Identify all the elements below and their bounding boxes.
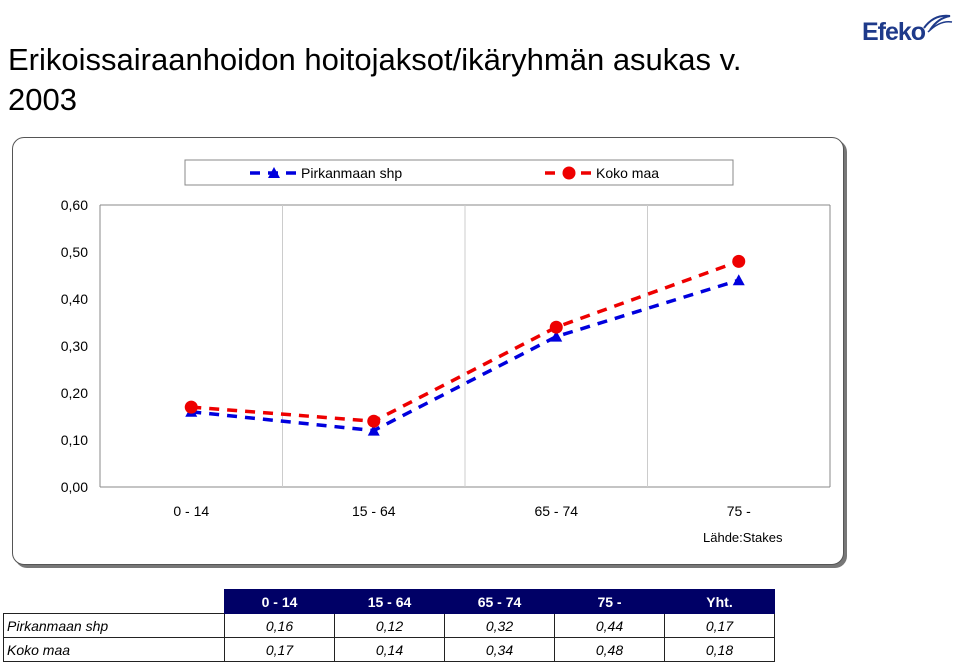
- data-point-circle: [549, 320, 563, 334]
- y-tick-label: 0,00: [61, 479, 88, 495]
- legend-label: Koko maa: [596, 165, 659, 181]
- chart-frame: [12, 137, 844, 565]
- page-title: Erikoissairaanhoidon hoitojaksot/ikäryhm…: [8, 42, 742, 117]
- chart-legend: Pirkanmaan shp Koko maa: [184, 159, 734, 186]
- data-point-circle: [184, 400, 198, 414]
- table-cell: 0,17: [224, 637, 335, 662]
- legend-marker-circle: [562, 166, 576, 180]
- data-point-circle: [367, 414, 381, 428]
- table-row-label: Koko maa: [3, 637, 225, 662]
- table-corner: [3, 589, 225, 614]
- y-tick-label: 0,40: [61, 291, 88, 307]
- data-table: 0 - 14 15 - 64 65 - 74 75 - Yht. Pirkanm…: [3, 589, 775, 662]
- series-line: [191, 259, 740, 423]
- table-cell: 0,14: [334, 637, 445, 662]
- y-tick-label: 0,60: [61, 197, 88, 213]
- table-cell: 0,18: [664, 637, 775, 662]
- table-row: Koko maa 0,17 0,14 0,34 0,48 0,18: [3, 637, 775, 662]
- x-tick-label: 75 -: [727, 503, 751, 519]
- table-cell: 0,16: [224, 613, 335, 638]
- x-tick-label: 65 - 74: [534, 503, 578, 519]
- y-tick-label: 0,50: [61, 244, 88, 260]
- table-header: 15 - 64: [334, 589, 445, 614]
- table-header-row: 0 - 14 15 - 64 65 - 74 75 - Yht.: [3, 589, 775, 614]
- table-cell: 0,44: [554, 613, 665, 638]
- source-label: Lähde:Stakes: [703, 530, 783, 545]
- table-cell: 0,48: [554, 637, 665, 662]
- table-row-label: Pirkanmaan shp: [3, 613, 225, 638]
- table-header: 75 -: [554, 589, 665, 614]
- data-point-triangle: [550, 330, 563, 342]
- table-cell: 0,34: [444, 637, 555, 662]
- y-axis-ticks: 0,00 0,10 0,20 0,30 0,40 0,50 0,60: [61, 197, 88, 495]
- x-tick-label: 0 - 14: [173, 503, 209, 519]
- logo-swoosh-icon: [923, 14, 953, 33]
- y-tick-label: 0,30: [61, 338, 88, 354]
- x-tick-label: 15 - 64: [352, 503, 396, 519]
- table-header: Yht.: [664, 589, 775, 614]
- table-cell: 0,32: [444, 613, 555, 638]
- legend-label: Pirkanmaan shp: [301, 165, 402, 181]
- efeko-logo: Efeko: [862, 10, 954, 50]
- series-line: [191, 278, 740, 433]
- logo-text: Efeko: [862, 18, 926, 46]
- table-cell: 0,12: [334, 613, 445, 638]
- y-tick-label: 0,10: [61, 432, 88, 448]
- table-cell: 0,17: [664, 613, 775, 638]
- legend-marker-triangle: [268, 167, 280, 178]
- x-axis-ticks: 0 - 14 15 - 64 65 - 74 75 -: [173, 503, 751, 519]
- table-header: 0 - 14: [224, 589, 335, 614]
- chart-series: [184, 254, 746, 436]
- chart-grid: [99, 204, 831, 488]
- table-row: Pirkanmaan shp 0,16 0,12 0,32 0,44 0,17: [3, 613, 775, 638]
- data-point-circle: [732, 254, 746, 268]
- table-header: 65 - 74: [444, 589, 555, 614]
- data-point-triangle: [367, 424, 380, 436]
- data-point-triangle: [732, 274, 745, 286]
- y-tick-label: 0,20: [61, 385, 88, 401]
